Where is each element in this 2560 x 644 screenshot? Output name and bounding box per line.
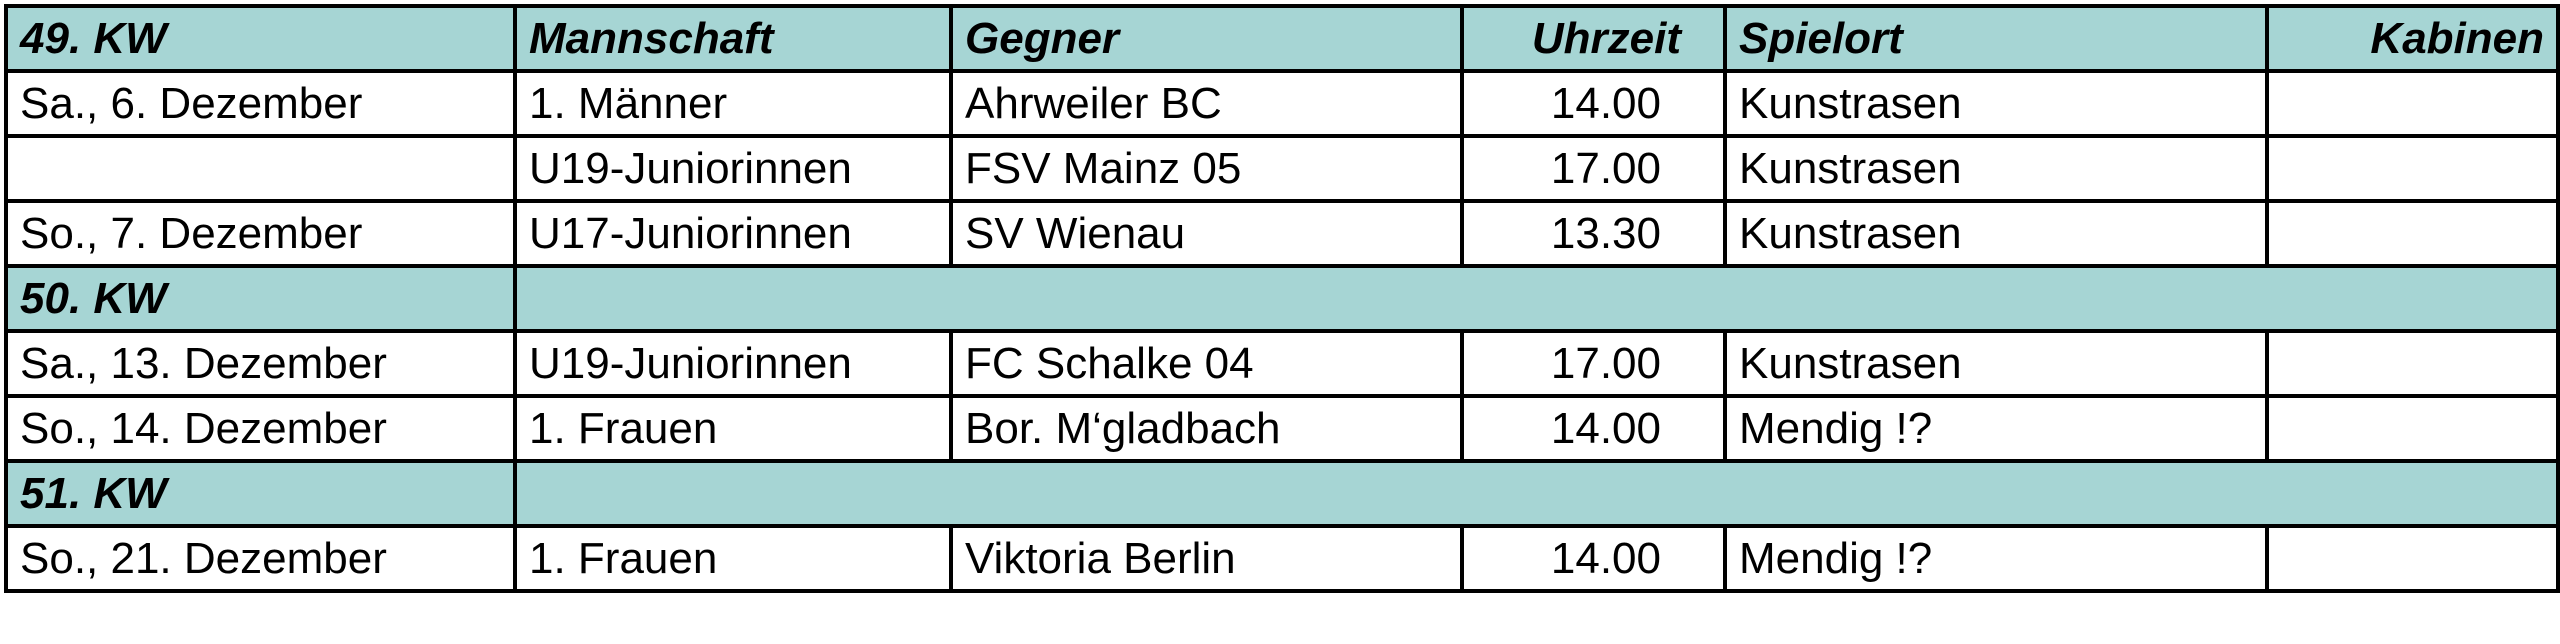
- opponent-cell: FSV Mainz 05: [949, 134, 1464, 203]
- week-row: 51. KW: [4, 459, 2560, 528]
- cabin-cell: [2265, 199, 2560, 268]
- column-header: Mannschaft: [513, 4, 953, 73]
- time-cell: 14.00: [1460, 69, 1727, 138]
- opponent-cell: FC Schalke 04: [949, 329, 1464, 398]
- opponent-cell: SV Wienau: [949, 199, 1464, 268]
- week-fill: [513, 459, 2560, 528]
- time-cell: 14.00: [1460, 394, 1727, 463]
- column-header: Uhrzeit: [1460, 4, 1727, 73]
- date-cell: [4, 134, 517, 203]
- match-row: U19-Juniorinnen FSV Mainz 05 17.00 Kunstras…: [4, 134, 2560, 203]
- cabin-cell: [2265, 329, 2560, 398]
- time-cell: 13.30: [1460, 199, 1727, 268]
- match-row: Sa., 6. Dezember 1. Männer Ahrweiler BC 14.…: [4, 69, 2560, 138]
- opponent-cell: Viktoria Berlin: [949, 524, 1464, 593]
- venue-cell: Kunstrasen: [1723, 329, 2269, 398]
- venue-cell: Kunstrasen: [1723, 199, 2269, 268]
- date-cell: So., 7. Dezember: [4, 199, 517, 268]
- match-row: So., 7. Dezember U17-Juniorinnen SV Wienau…: [4, 199, 2560, 268]
- match-row: So., 21. Dezember 1. Frauen Viktoria Berli…: [4, 524, 2560, 593]
- schedule-table: 49. KW Mannschaft Gegner Uhrzeit Spielort Kab…: [4, 4, 2560, 593]
- week-cell: 51. KW: [4, 459, 517, 528]
- date-cell: So., 21. Dezember: [4, 524, 517, 593]
- week-fill: [513, 264, 2560, 333]
- opponent-cell: Ahrweiler BC: [949, 69, 1464, 138]
- team-cell: U19-Juniorinnen: [513, 134, 953, 203]
- column-header: Kabinen: [2265, 4, 2560, 73]
- week-cell: 50. KW: [4, 264, 517, 333]
- match-row: So., 14. Dezember 1. Frauen Bor. M‘gladbac…: [4, 394, 2560, 463]
- time-cell: 17.00: [1460, 329, 1727, 398]
- header-row: 49. KW Mannschaft Gegner Uhrzeit Spielort Kab…: [4, 4, 2560, 73]
- venue-cell: Kunstrasen: [1723, 69, 2269, 138]
- cabin-cell: [2265, 134, 2560, 203]
- opponent-cell: Bor. M‘gladbach: [949, 394, 1464, 463]
- team-cell: 1. Frauen: [513, 394, 953, 463]
- week-row: 50. KW: [4, 264, 2560, 333]
- date-cell: So., 14. Dezember: [4, 394, 517, 463]
- venue-cell: Kunstrasen: [1723, 134, 2269, 203]
- date-cell: Sa., 13. Dezember: [4, 329, 517, 398]
- venue-cell: Mendig !?: [1723, 524, 2269, 593]
- date-cell: Sa., 6. Dezember: [4, 69, 517, 138]
- week-header: 49. KW: [4, 4, 517, 73]
- venue-cell: Mendig !?: [1723, 394, 2269, 463]
- cabin-cell: [2265, 394, 2560, 463]
- column-header: Spielort: [1723, 4, 2269, 73]
- team-cell: U19-Juniorinnen: [513, 329, 953, 398]
- time-cell: 17.00: [1460, 134, 1727, 203]
- time-cell: 14.00: [1460, 524, 1727, 593]
- team-cell: U17-Juniorinnen: [513, 199, 953, 268]
- team-cell: 1. Männer: [513, 69, 953, 138]
- team-cell: 1. Frauen: [513, 524, 953, 593]
- match-row: Sa., 13. Dezember U19-Juniorinnen FC Schal…: [4, 329, 2560, 398]
- cabin-cell: [2265, 524, 2560, 593]
- cabin-cell: [2265, 69, 2560, 138]
- table-body: 49. KW Mannschaft Gegner Uhrzeit Spielort Kab…: [4, 4, 2560, 593]
- column-header: Gegner: [949, 4, 1464, 73]
